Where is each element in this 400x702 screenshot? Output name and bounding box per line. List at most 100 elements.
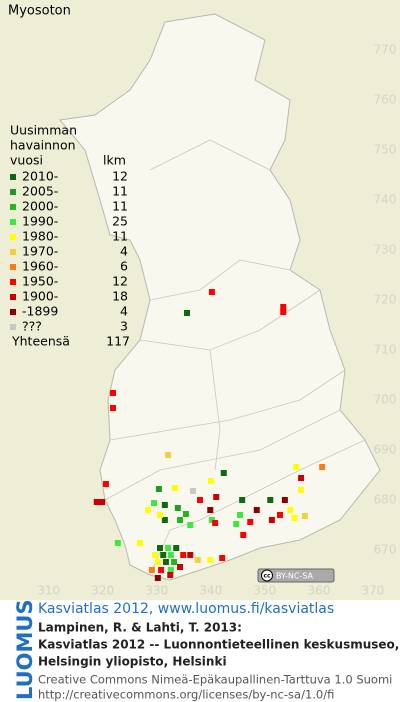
legend-swatch [10, 204, 16, 210]
grid-square [174, 505, 181, 511]
legend-count: 12 [112, 274, 128, 289]
grid-square [293, 464, 300, 470]
grid-square [280, 309, 287, 315]
grid-square [194, 557, 201, 563]
legend-count: 18 [112, 289, 128, 304]
grid-square [167, 572, 174, 578]
map-title: Myosoton [8, 4, 71, 19]
citation: Kasviatlas 2012 -- Luonnontieteellinen k… [38, 638, 399, 652]
finland-outline [59, 13, 381, 581]
legend-swatch [10, 294, 16, 300]
legend-swatch [10, 309, 16, 315]
legend-count: 11 [112, 199, 128, 214]
grid-square [177, 564, 183, 570]
legend-label: 2005- [22, 184, 58, 199]
license-url[interactable]: http://creativecommons.org/licenses/by-n… [38, 688, 334, 702]
grid-square [253, 507, 260, 513]
y-tick-label: 680 [374, 493, 397, 507]
legend-count: 4 [120, 244, 128, 259]
legend-label: 2000- [22, 199, 58, 214]
grid-square [291, 515, 298, 521]
grid-square [102, 481, 109, 487]
grid-square [167, 552, 174, 558]
total-label: Yhteensä [11, 334, 70, 349]
grid-square [213, 494, 220, 500]
grid-square [184, 310, 191, 316]
legend-label: ??? [22, 319, 42, 334]
grid-square [208, 289, 215, 295]
legend-label: 1900- [22, 289, 58, 304]
legend-label: 1980- [22, 229, 58, 244]
legend-count: 4 [120, 304, 128, 319]
legend-swatch [10, 324, 16, 330]
y-tick-label: 770 [374, 43, 397, 57]
grid-square [207, 557, 214, 563]
legend-swatch [10, 279, 16, 285]
grid-square [155, 486, 162, 492]
legend-count: 11 [112, 184, 128, 199]
grid-square [109, 405, 116, 411]
grid-square [161, 517, 168, 523]
x-tick-label: 350 [253, 584, 276, 598]
x-tick-label: 360 [307, 584, 330, 598]
total-count: 117 [106, 334, 130, 349]
y-tick-label: 700 [374, 393, 397, 407]
grid-square [165, 452, 172, 458]
legend-swatch [10, 249, 16, 255]
grid-square [158, 567, 165, 573]
atlas-link[interactable]: Kasviatlas 2012, www.luomus.fi/kasviatla… [38, 601, 334, 617]
grid-square [99, 499, 106, 505]
legend-title: Uusimman [10, 123, 77, 138]
grid-square [319, 464, 326, 470]
license-text: Creative Commons Nimeä-Epäkaupallinen-Ta… [38, 673, 392, 687]
grid-square [220, 470, 227, 476]
grid-square [301, 513, 308, 519]
grid-square [189, 488, 196, 494]
legend-count: 25 [112, 214, 128, 229]
legend-label: -1899 [22, 304, 58, 319]
y-tick-label: 670 [374, 543, 397, 557]
grid-square [157, 512, 163, 518]
grid-square [157, 545, 163, 551]
grid-square [280, 304, 287, 310]
license-badge: cc BY-NC-SA [257, 568, 335, 583]
legend-swatch [10, 264, 16, 270]
grid-square [239, 497, 246, 503]
legend-title: vuosi [10, 153, 43, 168]
legend-label: 2010- [22, 169, 58, 184]
grid-square [237, 512, 243, 518]
grid-square [298, 487, 305, 493]
grid-square [162, 559, 169, 565]
grid-square [187, 522, 194, 528]
grid-square [114, 540, 121, 546]
grid-square [267, 497, 274, 503]
grid-square [145, 507, 152, 513]
grid-square [281, 497, 288, 503]
x-tick-label: 310 [37, 584, 60, 598]
grid-square [182, 511, 189, 517]
grid-square [161, 502, 168, 508]
grid-square [247, 519, 254, 525]
legend-swatch [10, 234, 16, 240]
grid-square [208, 517, 215, 523]
legend-count: 6 [120, 259, 128, 274]
grid-square [171, 559, 178, 565]
legend-title: havainnon [10, 138, 76, 153]
grid-square [180, 552, 187, 558]
grid-square [298, 475, 305, 481]
y-tick-label: 730 [374, 243, 397, 257]
grid-square [137, 540, 143, 546]
grid-square [287, 507, 294, 513]
legend-swatch [10, 174, 16, 180]
x-tick-label: 330 [145, 584, 168, 598]
grid-square [165, 545, 172, 551]
legend-label: 1970- [22, 244, 58, 259]
y-tick-label: 750 [374, 143, 397, 157]
grid-square [233, 521, 240, 527]
y-tick-label: 740 [374, 193, 397, 207]
badge-icon: cc [263, 573, 271, 580]
badge-icon-circle [261, 569, 273, 582]
grid-square [207, 478, 214, 484]
y-tick-label: 720 [374, 293, 397, 307]
